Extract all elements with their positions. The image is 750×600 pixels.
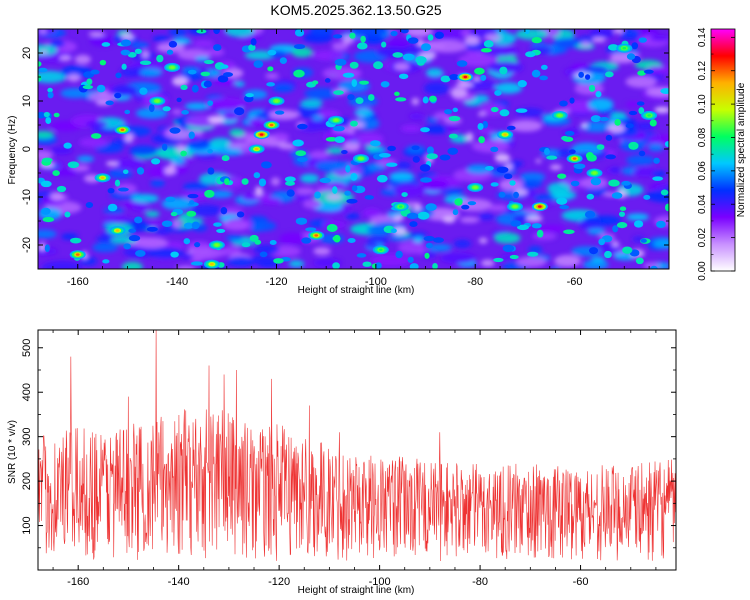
snr-y-tick-label: 400	[21, 383, 33, 401]
snr-y-tick-label: 300	[21, 427, 33, 445]
snr-x-tick-label: -80	[472, 576, 488, 588]
snr-xlabel: Height of straight line (km)	[298, 585, 415, 596]
heatmap-y-tick-label: -20	[21, 237, 33, 253]
snr-y-tick-label: 500	[21, 339, 33, 357]
heatmap-hotspot	[114, 125, 131, 135]
heatmap-hotspot	[268, 96, 285, 106]
heatmap-y-tick-label: 0	[21, 146, 33, 152]
snr-x-tick-label: -140	[168, 576, 190, 588]
heatmap-xlabel: Height of straight line (km)	[298, 285, 415, 296]
heatmap-hotspot	[497, 130, 514, 140]
heatmap-ylabel: Frequency (Hz)	[7, 116, 18, 185]
colorbar-strip	[710, 28, 736, 272]
heatmap-hotspot	[203, 259, 220, 269]
colorbar-tick-label: 0.02	[697, 227, 708, 247]
colorbar-tick-label: 0.12	[697, 61, 708, 81]
colorbar-axis: 0.00 0.02 0.04 0.06 0.08 0.10 0.12 0.14	[697, 27, 735, 281]
heatmap-hotspot	[506, 202, 523, 212]
heatmap-texture	[38, 29, 669, 269]
heatmap-x-axis: -160 -140 -120 -100 -80 -60	[52, 29, 650, 288]
snr-x-tick-label: -160	[67, 576, 89, 588]
heatmap-x-tick-label: -80	[467, 276, 483, 288]
snr-y-axis: 500 400 300 200 100	[21, 339, 676, 549]
snr-x-tick-label: -120	[268, 576, 290, 588]
heatmap-hotspot	[164, 62, 181, 72]
heatmap-hotspots	[69, 43, 658, 269]
heatmap-hotspot	[253, 130, 270, 140]
colorbar-tick-label: 0.10	[697, 94, 708, 114]
colorbar-tick-label: 0.08	[697, 127, 708, 147]
heatmap-hotspot	[352, 154, 369, 164]
heatmap-y-tick-label: -10	[21, 189, 33, 205]
heatmap-hotspot	[248, 144, 265, 154]
heatmap-hotspot	[551, 110, 568, 120]
heatmap-hotspot	[69, 250, 86, 260]
figure-title: KOM5.2025.362.13.50.G25	[270, 2, 441, 18]
colorbar-tick-label: 0.14	[697, 27, 708, 47]
snr-series-line	[38, 330, 676, 562]
heatmap-x-tick-label: -60	[567, 276, 583, 288]
heatmap-hotspot	[109, 226, 126, 236]
heatmap-hotspot	[208, 240, 225, 250]
heatmap-hotspot	[467, 182, 484, 192]
heatmap-x-tick-label: -140	[166, 276, 188, 288]
heatmap-y-axis: 20 10 0 -10 -20	[21, 28, 669, 270]
heatmap-panel: -160 -140 -120 -100 -80 -60 20 10 0 -10 -20 Heigh…	[7, 28, 670, 296]
heatmap-hotspot	[566, 154, 583, 164]
heatmap-hotspot	[531, 202, 548, 212]
snr-background	[38, 330, 676, 570]
snr-y-tick-label: 100	[21, 516, 33, 534]
snr-ylabel: SNR (10 * v/v)	[7, 420, 18, 484]
heatmap-hotspot	[457, 72, 474, 82]
snr-x-tick-label: -60	[573, 576, 589, 588]
heatmap-y-tick-label: 10	[21, 95, 33, 107]
heatmap-hotspot	[586, 168, 603, 178]
heatmap-hotspot	[263, 120, 280, 130]
snr-x-tick-label: -100	[369, 576, 391, 588]
colorbar-label: Normalized spectral amplitude	[736, 82, 747, 217]
heatmap-hotspot	[392, 202, 409, 212]
snr-y-tick-label: 200	[21, 472, 33, 490]
heatmap-hotspot	[308, 230, 325, 240]
heatmap-hotspot	[616, 43, 633, 53]
colorbar-tick-label: 0.06	[697, 161, 708, 181]
heatmap-x-tick-label: -120	[265, 276, 287, 288]
snr-frame	[37, 329, 677, 571]
snr-panel: -160 -140 -120 -100 -80 -60 500 400 300 200 100 H…	[7, 329, 677, 596]
heatmap-y-tick-label: 20	[21, 47, 33, 59]
heatmap-hotspot	[372, 245, 389, 255]
colorbar-tick-label: 0.04	[697, 194, 708, 214]
snr-x-axis: -160 -140 -120 -100 -80 -60	[52, 330, 657, 588]
heatmap-hotspot	[149, 96, 166, 106]
heatmap-hotspot	[94, 173, 111, 183]
heatmap-hotspot	[641, 110, 658, 120]
heatmap-x-tick-label: -100	[365, 276, 387, 288]
colorbar-tick-label: 0.00	[697, 261, 708, 281]
heatmap-hotspot	[328, 115, 345, 125]
heatmap-x-tick-label: -160	[67, 276, 89, 288]
colorbar: 0.00 0.02 0.04 0.06 0.08 0.10 0.12 0.14 Normali…	[697, 27, 747, 281]
